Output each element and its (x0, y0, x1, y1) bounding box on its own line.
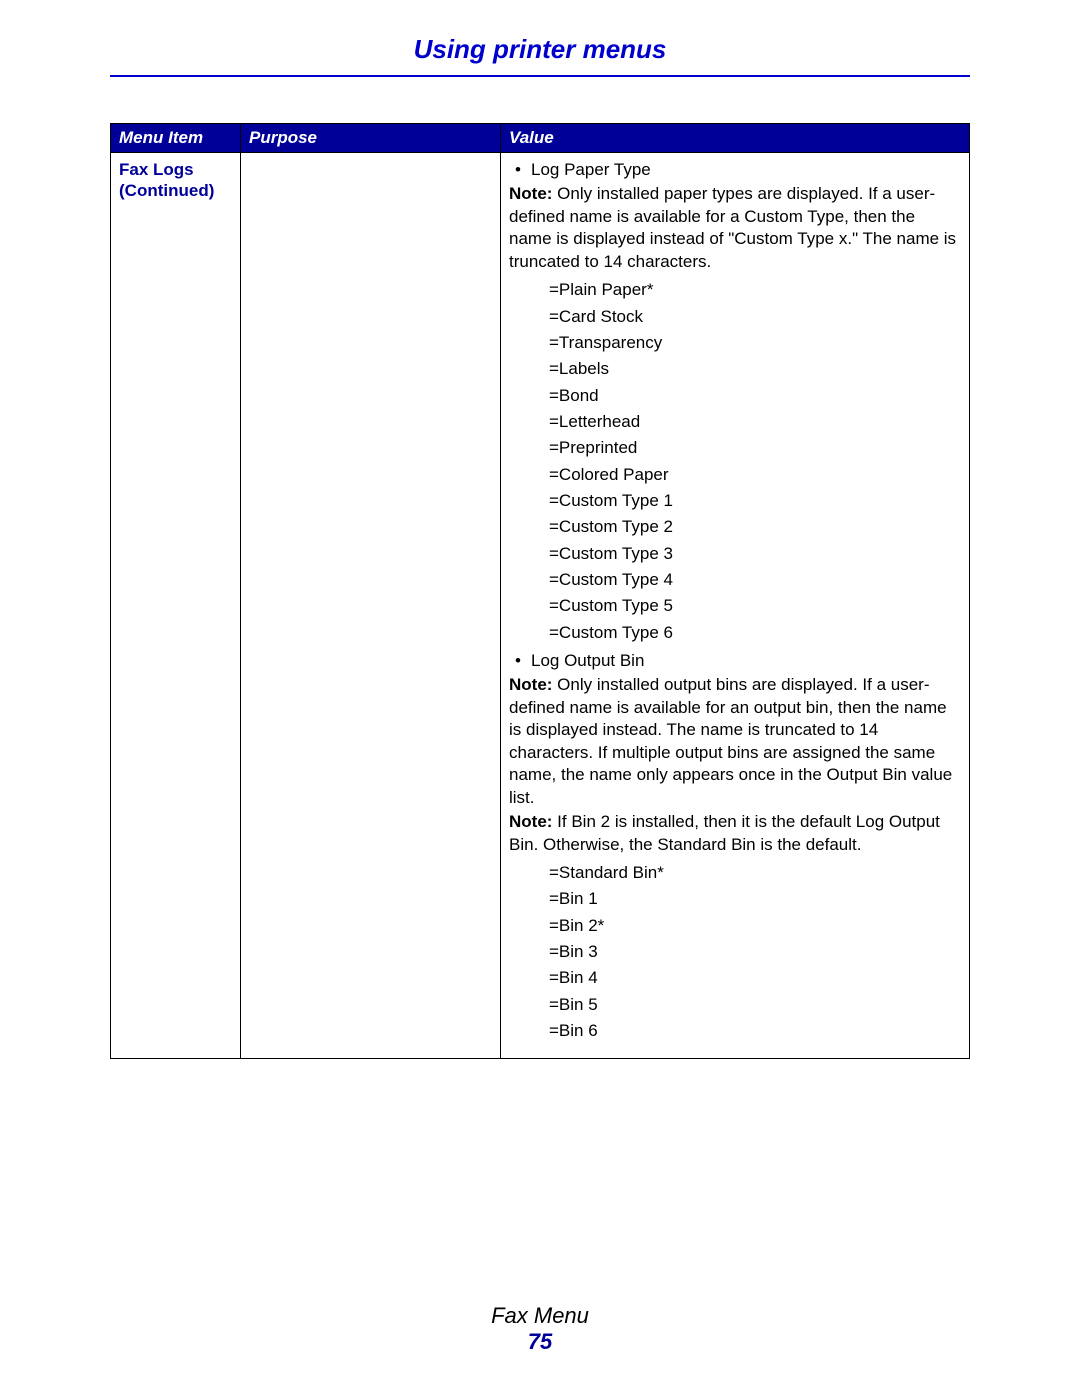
note-lead: Note: (509, 812, 552, 831)
note-lead: Note: (509, 675, 552, 694)
option: =Custom Type 2 (549, 514, 961, 540)
output-bin-options: =Standard Bin* =Bin 1 =Bin 2* =Bin 3 =Bi… (509, 860, 961, 1044)
title-rule (110, 75, 970, 77)
note-lead: Note: (509, 184, 552, 203)
footer-page-number: 75 (0, 1329, 1080, 1355)
option: =Custom Type 5 (549, 593, 961, 619)
bullet-log-output-bin: Log Output Bin (509, 650, 961, 672)
option: =Standard Bin* (549, 860, 961, 886)
option: =Custom Type 4 (549, 567, 961, 593)
option: =Preprinted (549, 435, 961, 461)
footer-section-label: Fax Menu (0, 1303, 1080, 1329)
note-body: Only installed paper types are displayed… (509, 184, 956, 270)
option: =Colored Paper (549, 462, 961, 488)
page-title: Using printer menus (110, 34, 970, 65)
option: =Custom Type 1 (549, 488, 961, 514)
option: =Bin 1 (549, 886, 961, 912)
note-body: Only installed output bins are displayed… (509, 675, 952, 806)
col-header-value: Value (501, 124, 970, 153)
printer-menu-table: Menu Item Purpose Value Fax Logs (Contin… (110, 123, 970, 1059)
option: =Bin 5 (549, 992, 961, 1018)
option: =Bin 4 (549, 965, 961, 991)
option: =Custom Type 3 (549, 541, 961, 567)
option: =Plain Paper* (549, 277, 961, 303)
option: =Bin 6 (549, 1018, 961, 1044)
option: =Bond (549, 383, 961, 409)
option: =Card Stock (549, 304, 961, 330)
option: =Labels (549, 356, 961, 382)
menu-item-continued: (Continued) (119, 181, 214, 200)
cell-menu-item: Fax Logs (Continued) (111, 153, 241, 1059)
table-header-row: Menu Item Purpose Value (111, 124, 970, 153)
col-header-purpose: Purpose (241, 124, 501, 153)
note-paper-type: Note: Only installed paper types are dis… (509, 183, 961, 273)
col-header-menu-item: Menu Item (111, 124, 241, 153)
option: =Letterhead (549, 409, 961, 435)
menu-item-name: Fax Logs (119, 160, 194, 179)
option: =Bin 3 (549, 939, 961, 965)
cell-purpose (241, 153, 501, 1059)
option: =Custom Type 6 (549, 620, 961, 646)
note-output-bin-1: Note: Only installed output bins are dis… (509, 674, 961, 809)
option: =Transparency (549, 330, 961, 356)
option: =Bin 2* (549, 913, 961, 939)
cell-value: Log Paper Type Note: Only installed pape… (501, 153, 970, 1059)
paper-type-options: =Plain Paper* =Card Stock =Transparency … (509, 277, 961, 646)
note-body: If Bin 2 is installed, then it is the de… (509, 812, 940, 853)
table-row: Fax Logs (Continued) Log Paper Type Note… (111, 153, 970, 1059)
note-output-bin-2: Note: If Bin 2 is installed, then it is … (509, 811, 961, 856)
page-footer: Fax Menu 75 (0, 1303, 1080, 1355)
bullet-log-paper-type: Log Paper Type (509, 159, 961, 181)
